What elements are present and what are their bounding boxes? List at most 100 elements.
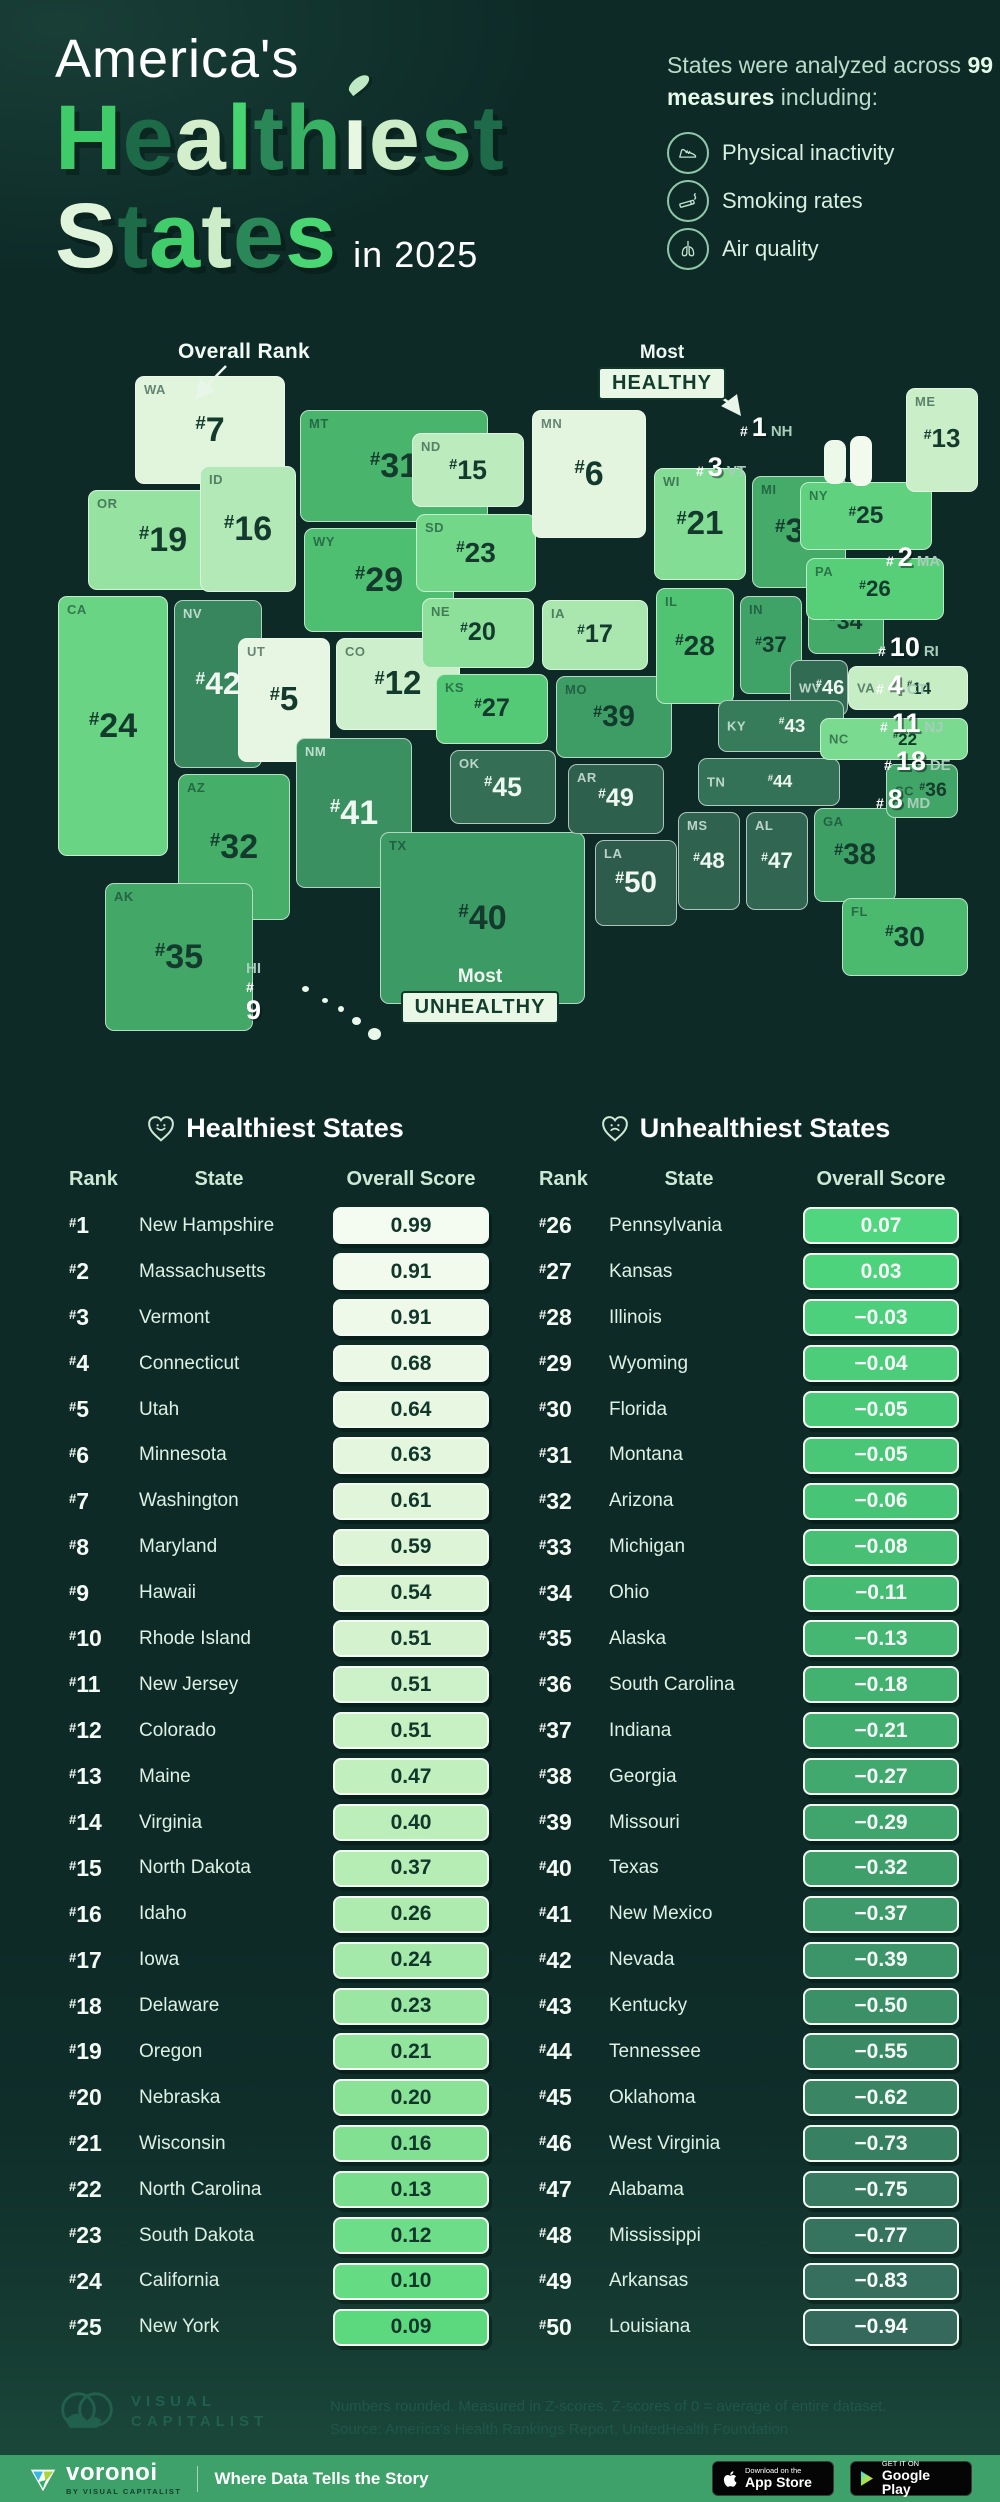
state-abbr: PA <box>815 564 834 579</box>
state-rank: #17 <box>577 620 613 649</box>
state-abbr: NM <box>305 744 327 759</box>
rank-cell: #3 <box>69 1304 90 1331</box>
state-abbr: AZ <box>187 780 206 795</box>
rank-cell: #45 <box>539 2084 572 2111</box>
table-row: #21 Wisconsin 0.16 <box>55 2121 495 2167</box>
state-rank: #7 <box>195 411 225 449</box>
state-tile: NE #20 <box>422 598 534 668</box>
rank-cell: #10 <box>69 1625 102 1652</box>
state-tile: TX #40 <box>380 832 585 1004</box>
rank-cell: #17 <box>69 1946 102 1973</box>
state-name: Ohio <box>609 1582 650 1604</box>
score-pill: 0.20 <box>333 2079 489 2117</box>
title-word-states: States <box>55 185 337 287</box>
overall-rank-annotation: Overall Rank <box>178 340 310 363</box>
table-row: #45 Oklahoma −0.62 <box>525 2075 965 2121</box>
table-row: #25 New York 0.09 <box>55 2304 495 2350</box>
score-pill: 0.37 <box>333 1849 489 1887</box>
title-letter: t <box>117 184 150 287</box>
state-abbr: ID <box>209 472 223 487</box>
title-suffix: in 2025 <box>353 233 479 275</box>
rank-cell: #38 <box>539 1763 572 1790</box>
state-rank: #32 <box>209 828 259 866</box>
state-name: New Hampshire <box>139 1214 275 1236</box>
state-name: Alabama <box>609 2178 684 2200</box>
state-tile: ND #15 <box>412 433 524 507</box>
sad-heart-icon <box>601 1115 628 1142</box>
state-name: South Dakota <box>139 2224 255 2246</box>
state-name: Hawaii <box>139 1582 197 1604</box>
google-play-badge[interactable]: GET IT ON Google Play <box>850 2459 972 2497</box>
score-pill: 0.51 <box>333 1620 489 1658</box>
state-tile: ME #13 <box>906 388 978 492</box>
score-pill: −0.55 <box>803 2033 959 2071</box>
table-row: #26 Pennsylvania 0.07 <box>525 1203 965 1249</box>
rank-cell: #14 <box>69 1809 102 1836</box>
score-pill: 0.51 <box>333 1666 489 1704</box>
callout-abbr: RI <box>923 643 939 660</box>
state-tile: AR #49 <box>568 764 664 834</box>
state-tile: SC #36 <box>886 764 958 818</box>
rank-cell: #30 <box>539 1396 572 1422</box>
table-row: #5 Utah 0.64 <box>55 1387 495 1433</box>
shoe-icon <box>667 132 709 175</box>
cigarette-icon <box>667 180 709 223</box>
tagline: Where Data Tells the Story <box>214 2468 429 2488</box>
table-row: #33 Michigan −0.08 <box>525 1524 965 1570</box>
rank-cell: #35 <box>539 1625 572 1652</box>
state-rank: #21 <box>676 505 724 543</box>
title-letter: s <box>285 184 338 287</box>
healthiest-table: Healthiest States Rank State Overall Sco… <box>55 1097 495 2350</box>
state-name: Tennessee <box>609 2040 701 2062</box>
table-row: #27 Kansas 0.03 <box>525 1249 965 1295</box>
rank-cell: #36 <box>539 1671 572 1698</box>
table-row: #13 Maine 0.47 <box>55 1754 495 1800</box>
state-name: Michigan <box>609 1536 686 1558</box>
unhealthiest-rows: #26 Pennsylvania 0.07 #27 Kansas 0.03 #2… <box>525 1203 965 2350</box>
state-abbr: IN <box>749 602 763 617</box>
state-callout: #2 MA <box>886 542 941 572</box>
rank-cell: #48 <box>539 2222 572 2249</box>
title-letter: l <box>226 87 254 189</box>
table-row: #8 Maryland 0.59 <box>55 1524 495 1570</box>
most-healthy-badge: Most HEALTHY <box>598 342 726 400</box>
app-store-badge[interactable]: Download on the App Store <box>712 2461 834 2496</box>
state-name: Wyoming <box>609 1352 689 1374</box>
state-name: Florida <box>609 1398 668 1420</box>
footnote-line2: Source: America's Health Rankings Report… <box>330 2421 789 2439</box>
table-row: #43 Kentucky −0.50 <box>525 1983 965 2029</box>
rank-cell: #43 <box>539 1992 572 2019</box>
title-letter: a <box>149 184 202 287</box>
state-name: North Carolina <box>139 2178 262 2200</box>
title-letter: t <box>201 184 233 287</box>
header: America's Healthı est States in 2025 State… <box>55 28 993 328</box>
state-tile: NM #41 <box>296 738 412 888</box>
rank-cell: #16 <box>69 1900 102 1927</box>
score-pill: 0.16 <box>333 2125 489 2163</box>
intro-block: States were analyzed across 99 measures … <box>667 50 997 273</box>
title-letter: H <box>55 87 123 189</box>
most-unhealthy-badge: Most UNHEALTHY <box>390 966 570 1024</box>
state-rank: #37 <box>755 631 787 657</box>
score-pill: −0.39 <box>803 1941 959 1979</box>
state-abbr: MN <box>541 416 563 431</box>
state-tile: PA #26 <box>806 558 944 620</box>
state-abbr: MI <box>761 482 777 497</box>
title-letter: a <box>174 87 227 189</box>
state-tile: MO #39 <box>556 676 672 758</box>
table-row: #6 Minnesota 0.63 <box>55 1432 495 1478</box>
state-rank: #30 <box>885 920 925 952</box>
table-row: #9 Hawaii 0.54 <box>55 1570 495 1616</box>
table-row: #19 Oregon 0.21 <box>55 2029 495 2075</box>
table-row: #39 Missouri −0.29 <box>525 1800 965 1846</box>
score-pill: −0.11 <box>803 1574 959 1612</box>
state-tile: AK #35 <box>105 883 253 1031</box>
state-name: Massachusetts <box>139 1260 266 1282</box>
rank-cell: #24 <box>69 2267 102 2294</box>
state-tile: MS #48 <box>678 812 740 910</box>
state-name: Delaware <box>139 1995 220 2017</box>
state-name: Utah <box>139 1398 180 1420</box>
callout-abbr: NH <box>770 423 793 440</box>
rank-cell: #11 <box>69 1671 101 1698</box>
state-rank: #44 <box>767 771 793 792</box>
